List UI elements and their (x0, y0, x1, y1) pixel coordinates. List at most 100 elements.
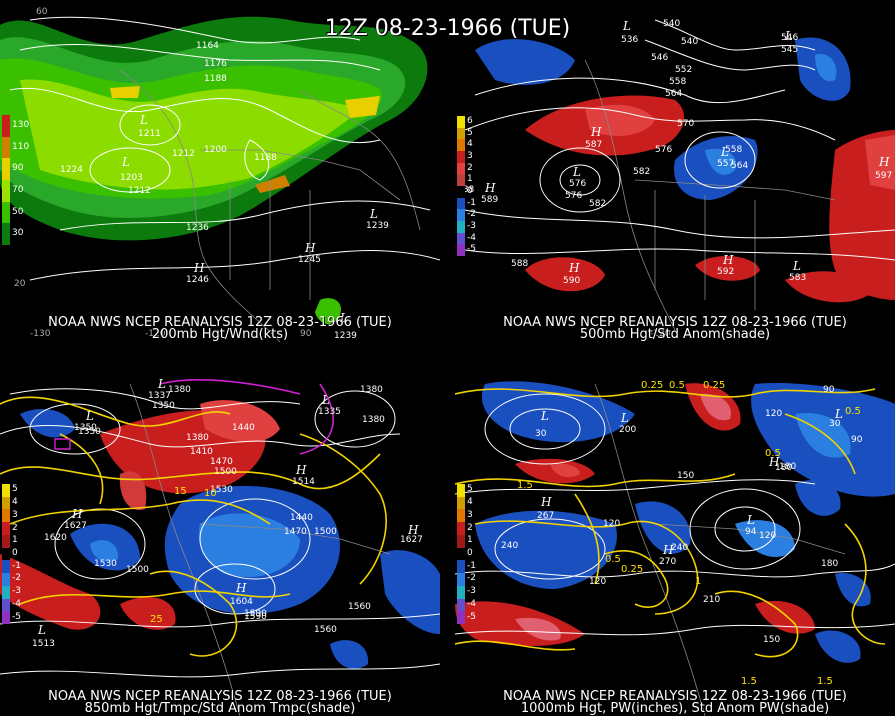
colorbar-swatch (457, 221, 465, 233)
colorbar-label: 6 (467, 115, 473, 126)
contour-label: 1440 (290, 513, 313, 523)
contour-label: 1560 (348, 602, 371, 612)
contour-label: 180 (821, 559, 838, 569)
contour-label: 1560 (314, 625, 337, 635)
contour-label: 240 (501, 541, 518, 551)
svg-text:H: H (71, 507, 83, 521)
tick-lon-130: -130 (30, 329, 51, 339)
colorbar-swatch (457, 496, 465, 510)
svg-text:545: 545 (781, 45, 798, 55)
colorbar-label: 3 (467, 509, 473, 520)
low-pressure-center: L94 (745, 513, 757, 537)
svg-text:536: 536 (621, 35, 638, 45)
colorbar-label: -5 (467, 244, 476, 255)
colorbar-swatch (2, 598, 10, 612)
svg-text:L: L (720, 145, 729, 159)
contour-label: 546 (781, 33, 798, 43)
svg-text:1211: 1211 (138, 129, 161, 139)
colorbar-label: 4 (467, 139, 473, 150)
colorbar-swatch (457, 509, 465, 523)
pw-label: 1 (695, 576, 701, 587)
contour-label: 240 (671, 543, 688, 553)
contour-label: 1188 (254, 153, 277, 163)
contour-label: 120 (765, 409, 782, 419)
svg-text:L: L (572, 165, 581, 179)
panel-caption-variable: 850mb Hgt/Tmpc/Std Anom Tmpc(shade) (84, 701, 356, 716)
colorbar-swatch (457, 116, 465, 128)
low-pressure-center: L 1211 (138, 113, 161, 139)
colorbar-label: 1 (12, 535, 18, 546)
contour-label: 564 (665, 89, 682, 99)
svg-text:590: 590 (563, 276, 580, 286)
colorbar-label: 0 (467, 185, 473, 196)
contour-label: 546 (651, 53, 668, 63)
contour-label: 120 (759, 531, 776, 541)
colorbar-swatch (457, 232, 465, 245)
colorbar-label: 5 (467, 484, 473, 495)
pw-label: 0.5 (669, 380, 685, 391)
contour-label: 570 (677, 119, 694, 129)
colorbar-label: -4 (12, 598, 21, 609)
colorbar-swatch (2, 180, 10, 202)
low-pressure-center: L 1350 (78, 409, 101, 437)
svg-text:H: H (878, 155, 890, 169)
colorbar-swatch (2, 136, 10, 159)
colorbar-label: 1 (467, 174, 473, 185)
colorbar-label: -1 (467, 197, 476, 208)
contour-label: 540 (663, 19, 680, 29)
panel-caption-source: NOAA NWS NCEP REANALYSIS 12Z 08-23-1966 … (48, 689, 392, 704)
svg-text:H: H (568, 261, 580, 275)
svg-text:L: L (339, 311, 348, 325)
low-pressure-center: L 1203 (120, 155, 143, 183)
colorbar-label: -2 (467, 573, 476, 584)
contour-label: 90 (823, 385, 835, 395)
contour-label: 1350 (74, 423, 97, 433)
colorbar-swatch (457, 522, 465, 535)
low-pressure-center: L 30 (535, 409, 549, 439)
contour-label: 1530 (94, 559, 117, 569)
colorbar-swatch (2, 115, 10, 137)
colorbar-label: -1 (12, 560, 21, 571)
colorbar-swatch (2, 158, 10, 180)
svg-text:1246: 1246 (186, 275, 209, 285)
svg-text:267: 267 (537, 511, 554, 521)
colorbar-pw-anomaly: 5 4 3 2 1 0 -1 -2 -3 -4 -5 (457, 484, 483, 624)
svg-text:597: 597 (875, 171, 892, 181)
colorbar-swatch (457, 244, 465, 256)
contour-label: 1470 (210, 457, 233, 467)
low-pressure-center: L 545 (781, 29, 798, 55)
contour-label: 1440 (232, 423, 255, 433)
panel-caption-variable: 200mb Hgt/Wnd(kts) (151, 327, 289, 342)
colorbar-label: -3 (467, 220, 476, 231)
contour-label: 582 (633, 167, 650, 177)
svg-text:589: 589 (481, 195, 498, 205)
colorbar-swatch (457, 162, 465, 175)
svg-text:L: L (121, 155, 130, 169)
contour-label: 180 (779, 462, 796, 472)
tick-lon-120: -120 (650, 329, 671, 339)
svg-text:H: H (407, 523, 419, 537)
colorbar-label: 50 (12, 206, 24, 217)
contour-label: 1224 (60, 165, 83, 175)
svg-text:1513: 1513 (32, 639, 55, 649)
colorbar-swatch (457, 127, 465, 140)
svg-text:H: H (304, 241, 316, 255)
colorbar-std-anomaly: 6 5 4 3 2 1 0 -1 -2 -3 -4 -5 (457, 116, 483, 256)
contour-label: 576 (655, 145, 672, 155)
svg-text:L: L (37, 623, 46, 637)
panel-caption-source: NOAA NWS NCEP REANALYSIS 12Z 08-23-1966 … (503, 315, 847, 330)
contour-label: 588 (457, 185, 474, 195)
low-pressure-center: L 1239 (334, 311, 357, 341)
contour-label: 558 (669, 77, 686, 87)
svg-text:H: H (662, 543, 674, 557)
pw-label: 1.5 (517, 480, 533, 491)
colorbar-label: 70 (12, 184, 24, 195)
colorbar-temp-anomaly: 5 4 3 2 1 0 -1 -2 -3 -4 -5 (2, 484, 28, 624)
